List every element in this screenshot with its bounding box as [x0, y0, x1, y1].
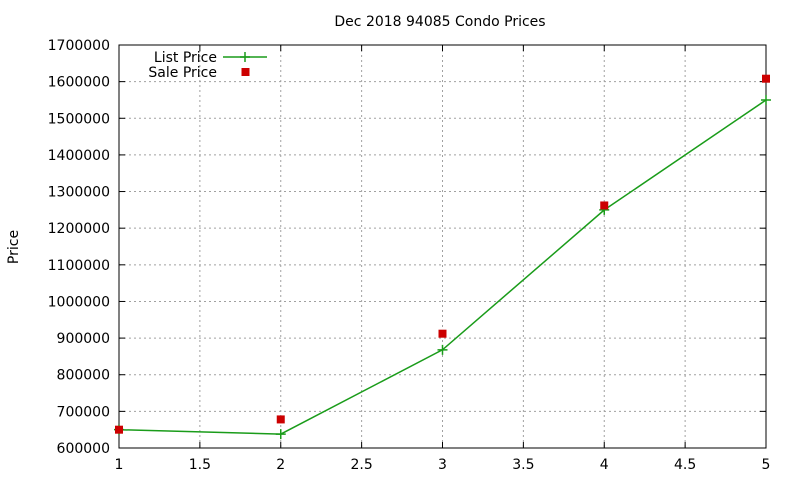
x-tick-label: 1.5 [189, 457, 211, 473]
x-tick-label: 5 [762, 457, 771, 473]
y-tick-label: 800000 [57, 368, 110, 384]
legend-marker-list-price [240, 52, 250, 62]
legend-label-sale-price: Sale Price [148, 65, 217, 81]
x-tick-label: 3.5 [512, 457, 534, 473]
sale-price-point [762, 74, 770, 83]
x-tick-label: 4.5 [674, 457, 696, 473]
y-axis-label: Price [6, 230, 22, 264]
sale-price-point [600, 201, 609, 210]
sale-price-point [276, 415, 285, 424]
y-tick-label: 1300000 [48, 185, 110, 201]
axis-ticks: 1 1.5 2 2.5 3 3.5 4 4.5 5 600000 700000 800000 90000… [48, 38, 771, 473]
legend-label-list-price: List Price [154, 50, 217, 66]
y-tick-label: 1500000 [48, 111, 110, 127]
y-tick-label: 600000 [57, 441, 110, 457]
y-tick-label: 1600000 [48, 75, 110, 91]
legend: List Price Sale Price [148, 50, 267, 81]
x-tick-label: 4 [600, 457, 609, 473]
y-tick-label: 700000 [57, 404, 110, 420]
list-price-point [275, 429, 286, 440]
x-tick-label: 2.5 [350, 457, 372, 473]
grid [119, 45, 766, 448]
x-tick-label: 2 [276, 457, 285, 473]
x-tick-label: 3 [438, 457, 447, 473]
y-tick-label: 1200000 [48, 221, 110, 237]
x-tick-label: 1 [115, 457, 124, 473]
y-tick-label: 1700000 [48, 38, 110, 54]
y-tick-label: 1400000 [48, 148, 110, 164]
chart-title: Dec 2018 94085 Condo Prices [334, 14, 545, 30]
y-tick-label: 1100000 [48, 258, 110, 274]
legend-marker-sale-price [241, 68, 250, 76]
list-price-point [437, 344, 448, 355]
series [114, 74, 771, 440]
sale-price-point [115, 425, 123, 434]
sale-price-point [438, 329, 447, 338]
list-price-point [761, 94, 771, 105]
y-tick-label: 900000 [57, 331, 110, 347]
y-tick-label: 1000000 [48, 294, 110, 310]
